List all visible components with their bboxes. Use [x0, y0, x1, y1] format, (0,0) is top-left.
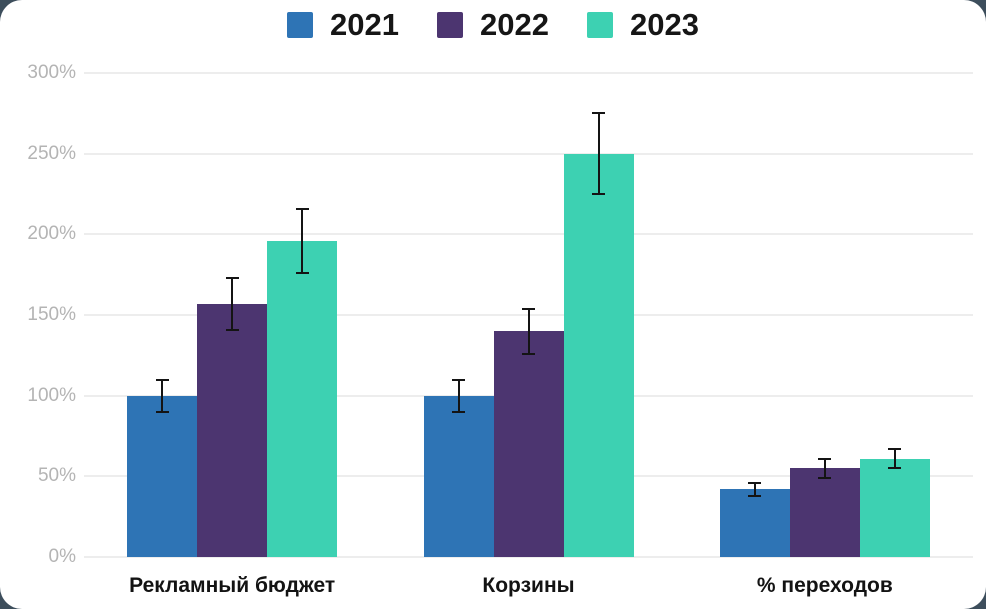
legend-label: 2021 [330, 7, 400, 42]
error-bar-line [597, 113, 600, 194]
error-bar-cap [452, 378, 465, 381]
error-bar-line [893, 448, 896, 469]
error-bar-line [231, 277, 234, 330]
error-bar-line [823, 458, 826, 478]
error-bar-line [527, 308, 530, 354]
legend: 2021 2022 2023 [0, 9, 986, 40]
error-bar-cap [522, 352, 535, 355]
bar-2021-Корзины [423, 395, 494, 557]
gridline-250% [84, 152, 973, 155]
y-axis-tick-label: 250% [27, 142, 76, 164]
error-bar-cap [818, 476, 832, 479]
gridline-200% [84, 233, 973, 236]
error-bar-cap [818, 457, 832, 460]
error-bar-line [753, 482, 756, 496]
error-bar-cap [155, 410, 169, 413]
legend-swatch-icon [287, 11, 314, 38]
gridline-300% [84, 72, 973, 74]
bar-2021-% переходов [719, 489, 790, 557]
error-bar-cap [295, 272, 309, 275]
error-bar-line [457, 379, 460, 412]
error-bar-line [301, 208, 304, 274]
bar-2023-Рекламный бюджет [267, 240, 338, 557]
x-axis-category-label: % переходов [756, 574, 893, 597]
y-axis-tick-label: 50% [37, 465, 76, 487]
bar-2023-% переходов [859, 458, 930, 557]
error-bar-cap [155, 378, 169, 381]
y-axis-tick-label: 100% [27, 384, 76, 406]
x-axis-category-label: Рекламный бюджет [129, 574, 336, 597]
legend-item-2021: 2021 [287, 9, 399, 40]
legend-swatch-icon [437, 11, 464, 38]
bar-2022-Корзины [493, 331, 564, 557]
legend-item-2023: 2023 [586, 7, 699, 42]
legend-swatch-icon [586, 11, 613, 38]
legend-label: 2023 [629, 7, 699, 42]
y-axis-tick-label: 200% [27, 223, 76, 245]
error-bar-cap [748, 481, 762, 484]
error-bar-line [161, 379, 164, 412]
bar-2022-% переходов [789, 468, 860, 557]
bar-2021-Рекламный бюджет [127, 395, 198, 557]
legend-item-2022: 2022 [437, 9, 549, 40]
error-bar-cap [225, 276, 239, 279]
error-bar-cap [522, 307, 535, 310]
y-axis-tick-label: 0% [48, 546, 76, 567]
error-bar-cap [888, 447, 902, 450]
error-bar-cap [452, 410, 465, 413]
gridline-0% [84, 556, 973, 558]
error-bar-cap [295, 207, 309, 210]
error-bar-cap [592, 193, 605, 195]
y-axis-tick-label: 150% [27, 304, 76, 325]
bar-2022-Рекламный бюджет [197, 303, 268, 557]
error-bar-cap [888, 467, 902, 470]
error-bar-cap [225, 328, 239, 331]
bar-2023-Корзины [563, 153, 634, 557]
error-bar-cap [748, 494, 762, 497]
error-bar-cap [592, 112, 605, 115]
legend-label: 2022 [480, 7, 549, 42]
y-axis-tick-label: 300% [27, 62, 76, 83]
x-axis-category-label: Корзины [482, 574, 575, 597]
